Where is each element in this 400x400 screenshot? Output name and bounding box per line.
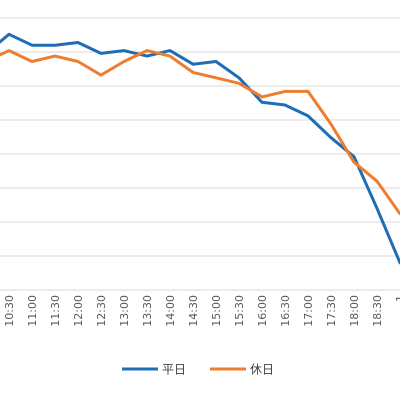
series-lines xyxy=(0,32,400,265)
x-tick-label: 17:30 xyxy=(325,295,338,327)
x-tick-label: 18:00 xyxy=(348,295,361,327)
legend-item-holiday: 休日 xyxy=(210,363,274,377)
x-tick-label: 12:30 xyxy=(95,295,108,327)
x-tick-label: 16:00 xyxy=(256,295,269,327)
x-tick-label: 14:00 xyxy=(164,295,177,327)
x-tick-label: 14:30 xyxy=(187,295,200,327)
x-tick-label: 11:00 xyxy=(26,295,39,327)
x-tick-label: 10:30 xyxy=(3,295,16,327)
x-tick-label: 12:00 xyxy=(72,295,85,327)
series-line-weekday xyxy=(0,32,400,265)
gridlines xyxy=(0,17,400,291)
legend: 平日 休日 xyxy=(122,363,274,377)
x-axis-tick-labels: 10:30 11:00 11:30 12:00 12:30 13:00 13:30 14:00… xyxy=(3,295,400,327)
legend-label: 休日 xyxy=(250,363,274,377)
x-tick-label: 15:30 xyxy=(233,295,246,327)
series-line-holiday xyxy=(0,49,400,216)
x-tick-label: 15:00 xyxy=(210,295,223,327)
x-tick-label: 13:00 xyxy=(118,295,131,327)
x-tick-label: 17:00 xyxy=(302,295,315,327)
x-tick-label: 1 xyxy=(394,295,400,302)
x-tick-label: 16:30 xyxy=(279,295,292,327)
x-tick-label: 18:30 xyxy=(371,295,384,327)
legend-item-weekday: 平日 xyxy=(122,363,186,377)
legend-label: 平日 xyxy=(162,363,186,377)
x-tick-label: 11:30 xyxy=(49,295,62,327)
x-tick-label: 13:30 xyxy=(141,295,154,327)
